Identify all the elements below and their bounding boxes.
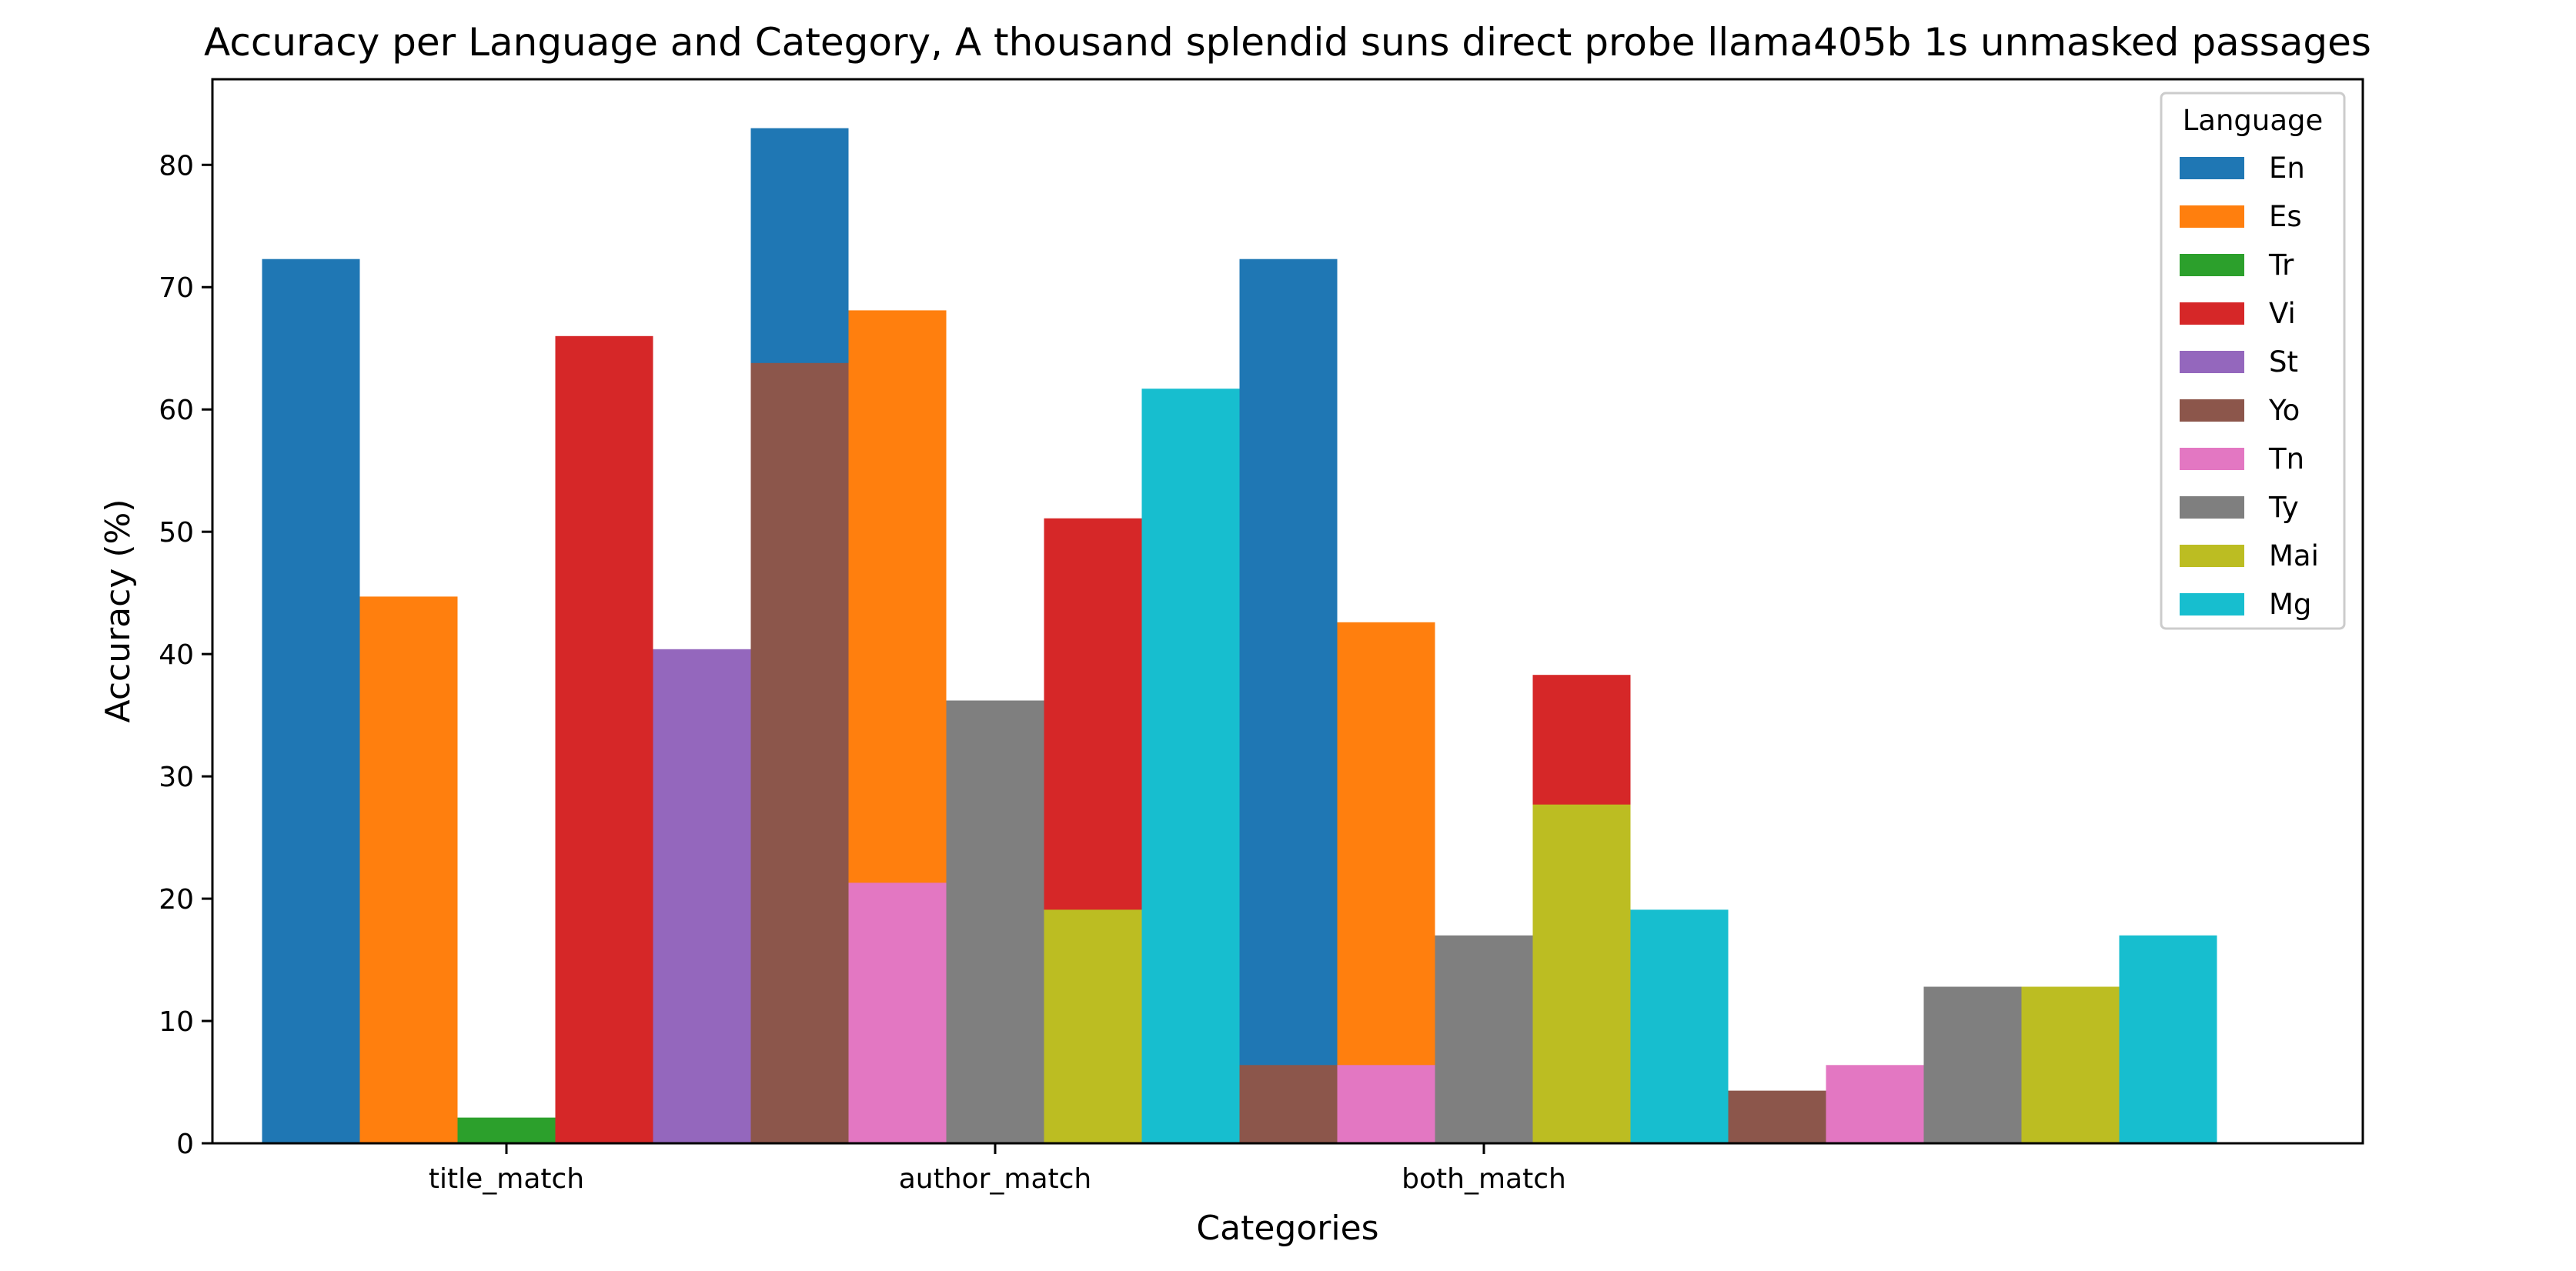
legend-swatch — [2180, 593, 2244, 615]
legend-swatch — [2180, 157, 2244, 179]
x-tick-label: both_match — [1402, 1163, 1566, 1195]
chart-title: Accuracy per Language and Category, A th… — [204, 20, 2371, 65]
legend-swatch — [2180, 254, 2244, 276]
y-axis-label: Accuracy (%) — [99, 499, 138, 722]
plot-frame — [211, 78, 2364, 1145]
bar-tn-title_match — [848, 882, 947, 1143]
legend-title: Language — [2183, 104, 2324, 137]
legend-swatch — [2180, 399, 2244, 422]
bar-mai-title_match — [1044, 909, 1142, 1143]
bar-vi-title_match — [555, 335, 653, 1143]
y-tick-label: 20 — [159, 884, 194, 916]
bar-tr-title_match — [457, 1117, 556, 1143]
bars-group — [262, 128, 2217, 1144]
bar-en-title_match — [262, 259, 360, 1144]
legend-swatch — [2180, 205, 2244, 228]
legend: Language En Es Tr Vi St Yo Tn Ty Mai Mg — [2160, 92, 2346, 630]
legend-label: Mai — [2269, 539, 2319, 572]
bar-mai-author_match — [1532, 804, 1631, 1143]
bar-ty-title_match — [946, 700, 1044, 1143]
legend-label: Vi — [2269, 297, 2296, 330]
y-tick-label: 70 — [159, 272, 194, 304]
legend-swatch — [2180, 351, 2244, 373]
bar-tn-author_match — [1337, 1065, 1435, 1143]
y-tick-label: 60 — [159, 395, 194, 426]
legend-swatch — [2180, 448, 2244, 470]
legend-label: Tn — [2268, 442, 2304, 475]
legend-swatch — [2180, 545, 2244, 567]
bar-tn-both_match — [1826, 1065, 1924, 1143]
bar-yo-both_match — [1728, 1090, 1826, 1143]
bar-es-title_match — [359, 596, 458, 1143]
legend-label: En — [2269, 152, 2305, 185]
bar-en-both_match — [1239, 259, 1338, 1144]
legend-label: Mg — [2269, 588, 2311, 621]
x-tick-label: author_match — [899, 1163, 1092, 1195]
x-tick-label: title_match — [429, 1163, 584, 1195]
bar-mg-title_match — [1141, 389, 1240, 1143]
legend-label: Es — [2269, 200, 2302, 233]
legend-swatch — [2180, 496, 2244, 519]
x-axis: title_match author_match both_match — [429, 1143, 1566, 1195]
bar-mg-author_match — [1630, 909, 1729, 1143]
bar-mg-both_match — [2119, 935, 2217, 1143]
bar-ty-both_match — [1923, 986, 2022, 1143]
bar-yo-author_match — [1239, 1065, 1338, 1143]
bar-mai-both_match — [2021, 986, 2120, 1143]
bar-yo-title_match — [750, 362, 849, 1143]
legend-label: St — [2269, 345, 2298, 379]
y-tick-label: 0 — [176, 1129, 194, 1160]
legend-label: Tr — [2268, 249, 2294, 282]
y-tick-label: 30 — [159, 762, 194, 793]
legend-swatch — [2180, 302, 2244, 325]
y-tick-label: 10 — [159, 1006, 194, 1038]
y-tick-label: 80 — [159, 150, 194, 182]
bar-es-both_match — [1337, 622, 1435, 1143]
y-tick-label: 50 — [159, 517, 194, 549]
x-axis-label: Categories — [1196, 1209, 1378, 1248]
bar-ty-author_match — [1435, 935, 1533, 1143]
y-tick-label: 40 — [159, 639, 194, 671]
bar-st-title_match — [653, 649, 751, 1143]
y-axis: 0 10 20 30 40 50 60 70 80 — [159, 150, 212, 1160]
legend-label: Ty — [2268, 491, 2299, 524]
legend-label: Yo — [2268, 394, 2300, 427]
